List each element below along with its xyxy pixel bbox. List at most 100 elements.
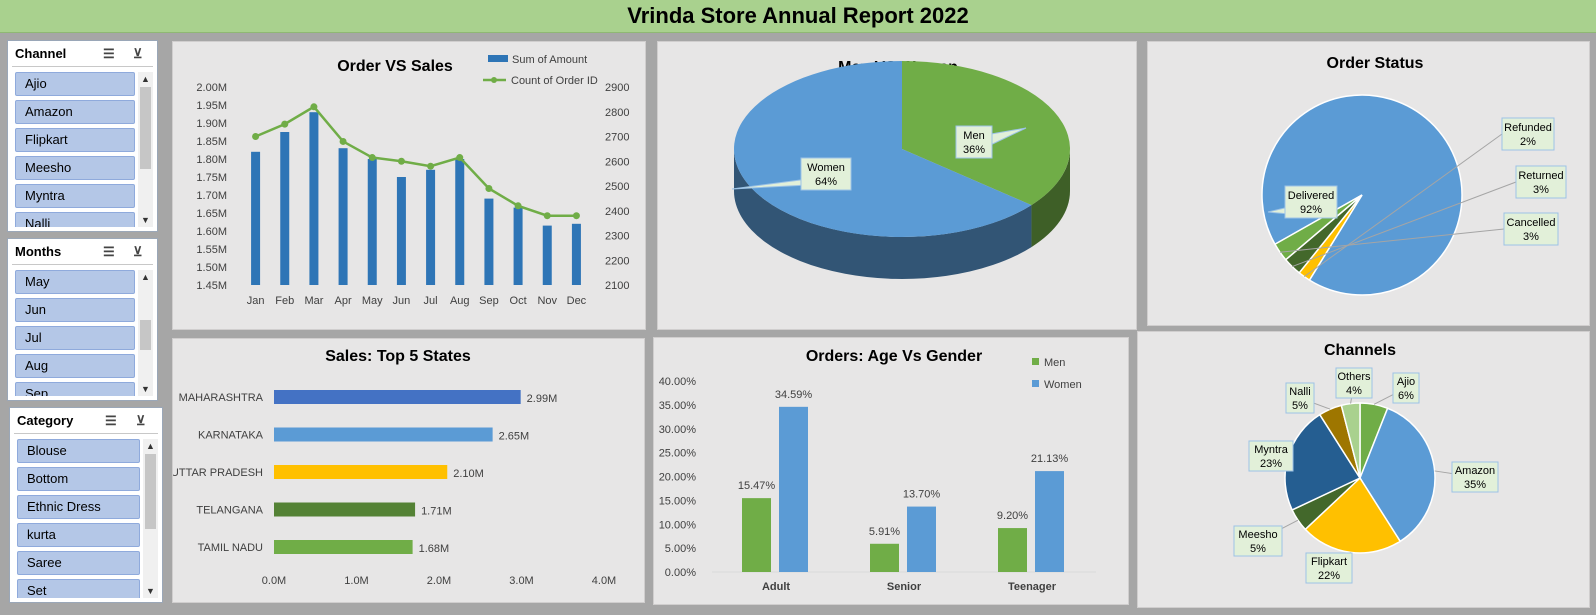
category-scrollbar[interactable]: ▲ ▼: [143, 439, 158, 598]
callout-ajio-text: Ajio: [1397, 376, 1415, 388]
slicer-item-jul[interactable]: Jul: [15, 326, 135, 350]
y-right-tick-label: 2200: [605, 255, 629, 267]
slicer-item-kurta[interactable]: kurta: [17, 523, 140, 547]
x-tick-label: Teenager: [1008, 581, 1057, 593]
bar-adult-men: [742, 498, 771, 572]
line-point-aug: [456, 154, 464, 162]
pie-slice-flipkart: [1304, 476, 1402, 554]
channel-slicer[interactable]: Channel ☰ ⊻ Ajio Amazon Flipkart Meesho …: [7, 40, 158, 232]
category-slicer[interactable]: Category ☰ ⊻ Blouse Bottom Ethnic Dress …: [9, 407, 163, 603]
data-label-tamil-nadu: 1.68M: [419, 543, 450, 555]
x-tick-label: Senior: [887, 581, 922, 593]
report-title-bar: Vrinda Store Annual Report 2022: [0, 0, 1596, 33]
y-left-tick-label: 1.55M: [196, 244, 227, 256]
clear-filter-icon[interactable]: ⊻: [136, 412, 146, 428]
slicer-item-meesho[interactable]: Meesho: [15, 156, 135, 180]
y-left-tick-label: 1.45M: [196, 280, 227, 292]
bar-teenager-women: [1035, 471, 1064, 572]
scroll-up-icon[interactable]: ▲: [141, 74, 150, 84]
callout-delivered-box: [1284, 185, 1338, 219]
chart-title: Order VS Sales: [337, 58, 453, 75]
scroll-down-icon[interactable]: ▼: [146, 586, 155, 596]
bar-feb: [280, 132, 290, 285]
slicer-item-myntra[interactable]: Myntra: [15, 184, 135, 208]
scroll-up-icon[interactable]: ▲: [141, 272, 150, 282]
months-scrollbar[interactable]: ▲ ▼: [138, 270, 153, 396]
slicer-item-ajio[interactable]: Ajio: [15, 72, 135, 96]
legend-swatch-sum-of-amount: [488, 55, 508, 62]
y-left-tick-label: 1.90M: [196, 118, 227, 130]
scroll-up-icon[interactable]: ▲: [146, 441, 155, 451]
callout-refunded-text: Refunded: [1504, 122, 1552, 134]
callout-ajio-box: [1392, 372, 1420, 404]
bar-adult-women: [779, 406, 808, 572]
slicer-item-set[interactable]: Set: [17, 579, 140, 598]
slicer-item-nalli[interactable]: Nalli: [15, 212, 135, 227]
channels-chart: Channels Ajio 6% Amazon 35% Flipkart 22% Meesho…: [1233, 342, 1499, 584]
category-slicer-label: Category: [17, 413, 74, 428]
leader-line-returned: [1291, 181, 1517, 268]
slicer-item-jun[interactable]: Jun: [15, 298, 135, 322]
data-label-uttar-pradesh: 2.10M: [453, 468, 484, 480]
y-left-tick-label: 1.80M: [196, 154, 227, 166]
data-label-maharashtra: 2.99M: [527, 393, 558, 405]
slicer-item-blouse[interactable]: Blouse: [17, 439, 140, 463]
bar-jun: [396, 177, 406, 285]
series-line-count-of-order-id: [255, 105, 577, 217]
bar-mar: [309, 112, 319, 285]
y-right-tick-label: 2700: [605, 132, 629, 144]
callout-women-text: Women: [807, 162, 845, 174]
slicer-item-aug[interactable]: Aug: [15, 354, 135, 378]
months-slicer[interactable]: Months ☰ ⊻ May Jun Jul Aug Sep ▲ ▼: [7, 238, 158, 401]
x-tick-label: 2.0M: [427, 575, 451, 587]
bar-aug: [455, 159, 465, 285]
age-vs-gender-chart: Orders: Age Vs Gender 0.00% 5.00% 10.00% 15.…: [659, 348, 1096, 593]
scroll-down-icon[interactable]: ▼: [141, 215, 150, 225]
callout-amazon-text: 35%: [1464, 479, 1486, 491]
bar-dec: [571, 223, 581, 285]
callout-flipkart-text: Flipkart: [1311, 556, 1347, 568]
slicer-item-flipkart[interactable]: Flipkart: [15, 128, 135, 152]
top5-states-chart: Sales: Top 5 States MAHARASHTRA 2.99M KARNA…: [173, 348, 616, 587]
y-tick-label: 10.00%: [659, 519, 697, 531]
multi-select-icon[interactable]: ☰: [103, 243, 115, 259]
scroll-down-icon[interactable]: ▼: [141, 384, 150, 394]
months-slicer-label: Months: [15, 244, 62, 259]
legend-label-count-of-order-id: Count of Order ID: [511, 75, 598, 87]
y-left-tick-label: 1.75M: [196, 172, 227, 184]
multi-select-icon[interactable]: ☰: [105, 412, 117, 428]
scrollbar-thumb[interactable]: [145, 454, 156, 529]
channel-scrollbar[interactable]: ▲ ▼: [138, 72, 153, 227]
slicer-item-sep[interactable]: Sep: [15, 382, 135, 396]
slicer-item-may[interactable]: May: [15, 270, 135, 294]
slicer-header: Category ☰ ⊻: [14, 408, 158, 434]
scrollbar-thumb[interactable]: [140, 87, 151, 169]
state-label-maharashtra: MAHARASHTRA: [179, 392, 264, 404]
slicer-item-bottom[interactable]: Bottom: [17, 467, 140, 491]
line-point-mar: [310, 103, 318, 111]
legend-label-sum-of-amount: Sum of Amount: [512, 54, 587, 66]
callout-refunded-box: [1501, 117, 1555, 151]
slicer-item-ethnic-dress[interactable]: Ethnic Dress: [17, 495, 140, 519]
chart-title: Sales: Top 5 States: [325, 348, 471, 365]
x-tick-label: Feb: [275, 295, 294, 307]
clear-filter-icon[interactable]: ⊻: [133, 45, 143, 61]
callout-men-text: Men: [963, 130, 984, 142]
line-point-may: [368, 154, 376, 162]
bar-teenager-men: [998, 528, 1027, 572]
slicer-item-amazon[interactable]: Amazon: [15, 100, 135, 124]
callout-others-box: [1335, 367, 1373, 399]
scrollbar-thumb[interactable]: [140, 320, 151, 350]
data-label-telangana: 1.71M: [421, 506, 452, 518]
chart-title: Channels: [1324, 342, 1396, 359]
callout-cancelled-text: 3%: [1523, 231, 1539, 243]
age-vs-gender-panel: Orders: Age Vs Gender 0.00% 5.00% 10.00% 15.…: [653, 337, 1129, 605]
bar-sep: [484, 198, 494, 285]
slicer-item-saree[interactable]: Saree: [17, 551, 140, 575]
x-tick-label: 0.0M: [262, 575, 286, 587]
x-tick-label: Jan: [247, 295, 265, 307]
clear-filter-icon[interactable]: ⊻: [133, 243, 143, 259]
multi-select-icon[interactable]: ☰: [103, 45, 115, 61]
y-left-tick-label: 1.65M: [196, 208, 227, 220]
y-right-tick-label: 2500: [605, 181, 629, 193]
